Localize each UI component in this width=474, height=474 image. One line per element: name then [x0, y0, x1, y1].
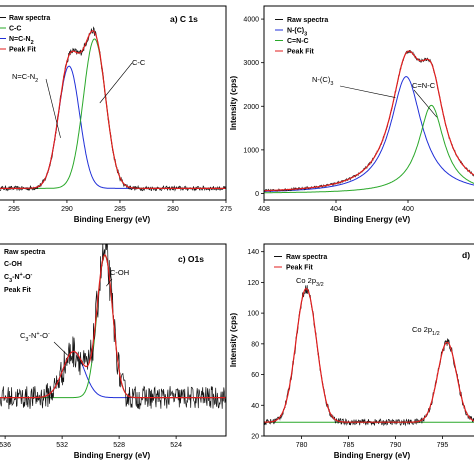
legend-label: Peak Fit: [4, 287, 32, 294]
series-peak-fit: [0, 254, 226, 399]
y-tick-label: 140: [247, 249, 259, 256]
plot-frame: [0, 5, 227, 201]
y-tick-label: 20: [251, 434, 259, 441]
annotation-co-2p12: Co 2p1/2: [412, 325, 440, 337]
x-axis-label: Binding Energy (eV): [74, 451, 151, 460]
series-raw-spectra: [264, 49, 474, 193]
series-peak-fit: [264, 50, 474, 192]
y-axis-label: Intensity (cps): [229, 76, 238, 131]
legend-label: Raw spectra: [4, 249, 45, 256]
x-tick-label: 408: [258, 206, 270, 213]
x-tick-label: 400: [402, 206, 414, 213]
legend-label: Raw spectra: [9, 15, 50, 22]
x-tick-label: 524: [170, 442, 182, 449]
annotation-arrow: [339, 85, 396, 98]
x-tick-label: 790: [390, 442, 402, 449]
x-tick-label: 285: [114, 206, 126, 213]
plot-area: [264, 49, 474, 194]
legend-label: Peak Fit: [9, 47, 37, 54]
x-tick-label: 528: [113, 442, 125, 449]
panel-a: 295 290 285 280 275 Binding Energy (eV) Raw sp…: [0, 5, 232, 224]
annotation-c-oh: C-OH: [110, 268, 129, 277]
x-tick-label: 295: [8, 206, 20, 213]
annotation-c-n-c: C=N-C: [412, 81, 436, 90]
x-tick-label: 404: [330, 206, 342, 213]
x-axis-label: Binding Energy (eV): [74, 215, 151, 224]
panel-title: d): [462, 250, 470, 260]
annotation-c-c: C-C: [132, 58, 146, 67]
y-tick-label: 3000: [243, 60, 259, 67]
y-tick-label: 80: [251, 341, 259, 348]
series-N=C-N2: [0, 65, 226, 189]
x-tick-label: 795: [437, 442, 449, 449]
x-tick-label: 780: [296, 442, 308, 449]
y-tick-label: 1000: [243, 147, 259, 154]
panel-title: a) C 1s: [170, 14, 198, 24]
panel-d: 780 785 790 795 Binding Energy (eV) 20 40 60 80 1…: [229, 243, 474, 460]
y-tick-label: 40: [251, 403, 259, 410]
plot-area: [264, 285, 474, 427]
x-tick-label: 280: [167, 206, 179, 213]
legend-label: C=N-C: [287, 38, 309, 45]
series-C=N-C: [264, 104, 474, 194]
series-C3-N+-O-: [0, 350, 226, 399]
series-raw-spectra: [264, 285, 474, 427]
legend-label: C-OH: [4, 261, 22, 268]
series-N-(C)3: [264, 76, 474, 192]
x-tick-label: 290: [61, 206, 73, 213]
plot-frame: [263, 5, 474, 201]
y-tick-label: 2000: [243, 104, 259, 111]
plot-area: [0, 26, 226, 192]
annotation-arrow: [99, 62, 133, 104]
x-tick-label: 275: [220, 206, 232, 213]
legend-label: C-C: [9, 26, 21, 33]
x-tick-label: 536: [0, 442, 11, 449]
legend-label: Raw spectra: [286, 254, 327, 261]
annotation-arrow: [413, 89, 438, 118]
plot-frame: [0, 243, 227, 437]
series-peak-fit: [0, 30, 226, 189]
annotation-arrow: [53, 341, 69, 356]
annotation-n-c-n2: N=C-N2: [12, 72, 38, 84]
annotation-co-2p32: Co 2p3/2: [296, 276, 324, 288]
legend-label: Raw spectra: [287, 17, 328, 24]
panel-title: c) O1s: [178, 254, 204, 264]
y-tick-label: 0: [255, 191, 259, 198]
y-tick-label: 60: [251, 372, 259, 379]
x-axis-label: Binding Energy (eV): [334, 451, 411, 460]
y-tick-label: 120: [247, 280, 259, 287]
panel-c: 536 532 528 524 Binding Energy (eV) Raw spect…: [0, 243, 227, 460]
plot-area: [0, 244, 226, 410]
x-axis-label: Binding Energy (eV): [334, 215, 411, 224]
legend-label: N=C-N2: [9, 36, 34, 46]
panel-b: 408404400396Binding Energy (eV)010002000…: [229, 5, 474, 224]
y-tick-label: 100: [247, 311, 259, 318]
annotation-arrow: [45, 78, 61, 138]
y-tick-label: 4000: [243, 17, 259, 24]
legend-label: Peak Fit: [286, 265, 314, 272]
annotation-arrow: [106, 278, 113, 287]
x-tick-label: 785: [343, 442, 355, 449]
series-peak-fit: [264, 287, 474, 423]
x-tick-label: 532: [56, 442, 68, 449]
series-C-C: [0, 38, 226, 189]
legend-label: Peak Fit: [287, 49, 315, 56]
annotation-n-c3: N-(C)3: [312, 75, 333, 87]
y-axis-label: Intensity (cps): [229, 313, 238, 368]
legend-label: C3-N+-O-: [4, 272, 33, 284]
plot-frame: [263, 243, 474, 437]
annotation-c3-n-o: C3-N+-O-: [20, 331, 50, 343]
legend-label: N-(C)3: [287, 28, 307, 38]
